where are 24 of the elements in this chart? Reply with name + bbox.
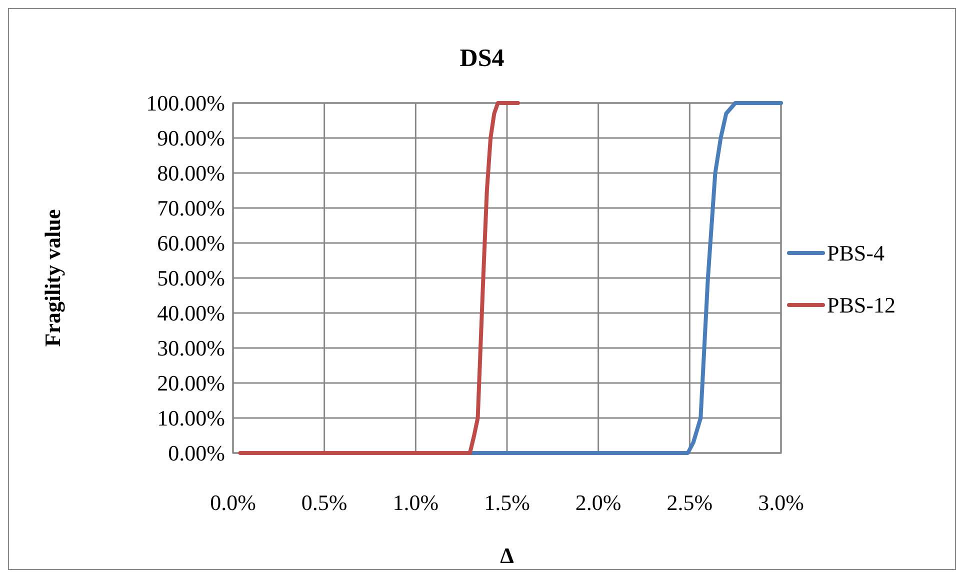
y-tick-label: 10.00% (157, 406, 225, 431)
x-axis-title: Δ (500, 543, 514, 568)
x-tick-label: 2.5% (666, 490, 713, 515)
y-tick-label: 50.00% (157, 266, 225, 291)
y-tick-label: 100.00% (146, 90, 225, 116)
y-axis-title: Fragility value (40, 209, 65, 347)
y-tick-label: 90.00% (157, 126, 225, 151)
x-tick-label: 0.0% (210, 490, 256, 515)
x-tick-label: 2.0% (575, 490, 622, 515)
y-tick-label: 20.00% (157, 370, 225, 396)
x-tick-label: 3.0% (758, 490, 804, 515)
y-tick-label: 80.00% (157, 160, 225, 186)
x-tick-label: 0.5% (301, 490, 348, 515)
chart-title: DS4 (460, 45, 505, 72)
y-tick-label: 40.00% (157, 300, 225, 326)
y-tick-label: 0.00% (168, 440, 225, 466)
y-tick-label: 70.00% (157, 196, 225, 221)
x-tick-label: 1.5% (484, 490, 530, 515)
y-tick-label: 30.00% (157, 336, 225, 361)
legend-label: PBS-12 (827, 292, 896, 318)
line-series (238, 101, 520, 455)
x-tick-label: 1.0% (392, 490, 439, 515)
legend-label: PBS-4 (827, 240, 884, 266)
y-tick-label: 60.00% (157, 230, 225, 256)
